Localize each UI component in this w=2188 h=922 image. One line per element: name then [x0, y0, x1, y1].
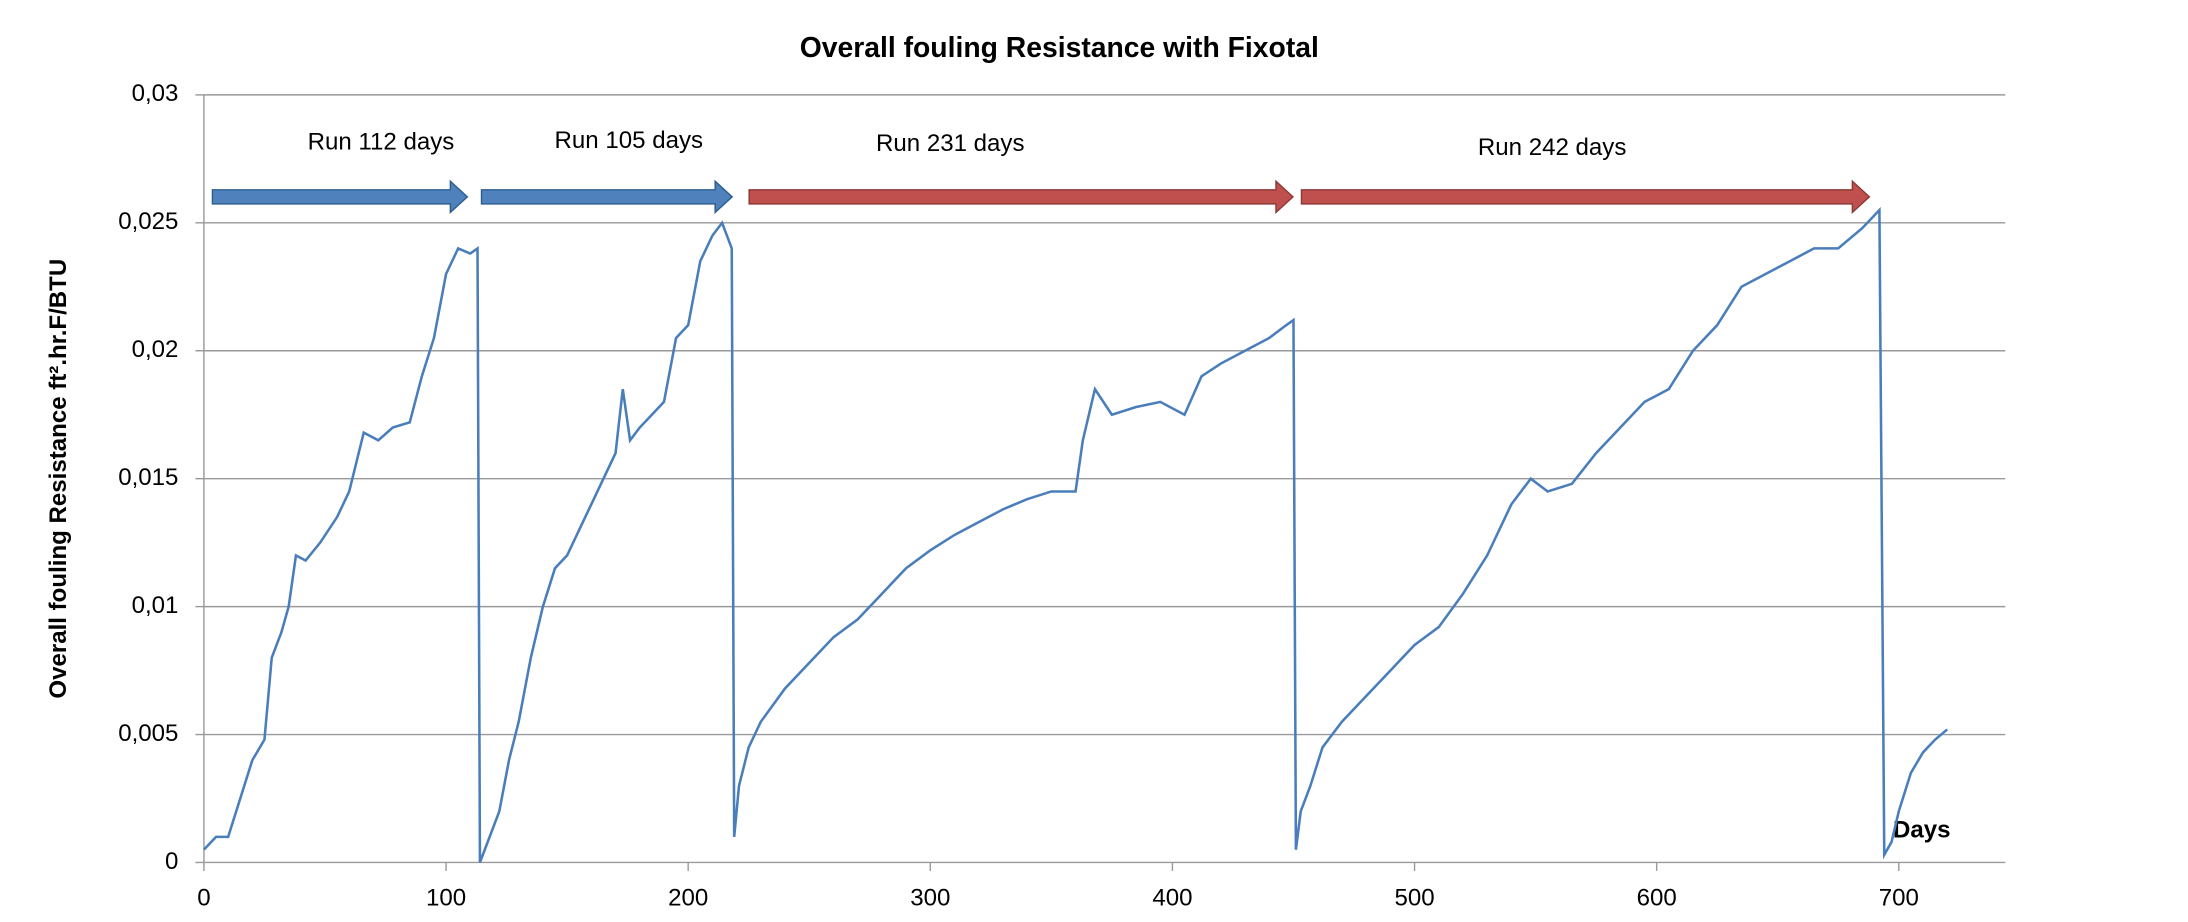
y-axis-label: Overall fouling Resistance ft².hr.F/BTU [45, 259, 72, 699]
data-line [203, 206, 1949, 863]
x-tick-label: 200 [668, 885, 708, 912]
y-tick-label: 0,005 [118, 720, 178, 747]
x-tick-label: 500 [1394, 885, 1434, 912]
annotation: Run 242 days [1478, 134, 1627, 161]
x-tick-label: 700 [1879, 885, 1919, 912]
y-tick-label: 0,015 [118, 464, 178, 491]
x-tick-label: 600 [1637, 885, 1677, 912]
y-tick-label: 0 [165, 848, 178, 875]
chart-title: Overall fouling Resistance with Fixotal [800, 32, 1319, 64]
y-tick-label: 0,02 [132, 336, 179, 363]
annotation: Run 112 days [308, 128, 455, 155]
x-tick-label: 400 [1152, 885, 1192, 912]
y-tick-label: 0,01 [132, 592, 179, 619]
x-tick-label: 300 [910, 885, 950, 912]
y-tick-label: 0,025 [118, 208, 178, 235]
annotation: Run 231 days [876, 130, 1025, 157]
annotation: Run 105 days [555, 127, 704, 154]
y-tick-label: 0,03 [132, 80, 179, 107]
x-tick-label: 100 [426, 885, 466, 912]
run-arrow [211, 179, 469, 215]
run-arrow [1300, 179, 1871, 215]
run-arrow [748, 179, 1295, 215]
x-axis-label: Days [1893, 817, 1951, 844]
run-arrow [480, 179, 734, 215]
x-tick-label: 0 [197, 885, 210, 912]
